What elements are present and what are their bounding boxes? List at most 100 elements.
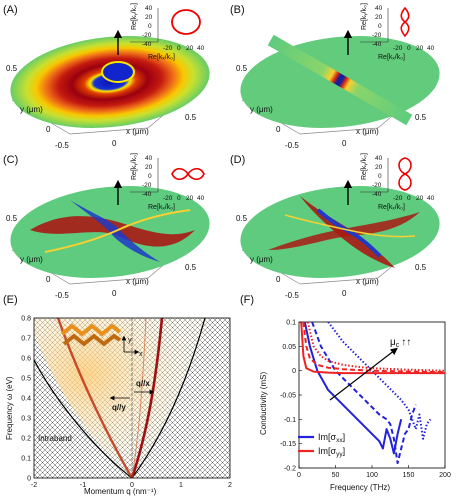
series-line-0 [303, 322, 403, 455]
axis-tick: 0 [276, 125, 281, 134]
inset-c: 40 20 0 -20 -40 -20 0 20 40 Re[kᵧ/k₀] Re… [130, 153, 205, 211]
axis-y-label: y (μm) [250, 255, 273, 264]
panel-a-letter: (A) [3, 4, 18, 16]
e-ytick: 0.6 [21, 356, 31, 363]
inset-a-ylabel: Re[kᵧ/k₀] [131, 3, 138, 30]
axis-tick: 0 [342, 289, 347, 298]
axis-y-label: y (μm) [20, 105, 43, 114]
mu-label: μc ↑↑ [390, 337, 411, 349]
legend-entry-xx: Im[σxx] [318, 432, 345, 444]
e-ytick: 0.8 [21, 316, 31, 323]
axis-y-label: y (μm) [20, 255, 43, 264]
inset-d-tick: 40 [375, 155, 383, 162]
dispersion-contour-a [171, 9, 201, 35]
e-ytick: 0.3 [21, 416, 31, 423]
series-line-1 [311, 322, 417, 465]
f-xtick: 200 [439, 472, 451, 479]
inset-b-tick: 20 [375, 14, 383, 21]
label-qy: q//y [112, 403, 126, 412]
panel-e-letter: (E) [3, 294, 18, 306]
inset-d-tick: 20 [375, 164, 383, 171]
e-ytick: 0.7 [21, 336, 31, 343]
lattice-axis-x: x [139, 351, 143, 358]
inset-b-tick: 40 [375, 5, 383, 12]
inset-b-tick: 40 [427, 45, 435, 52]
plasmon-band-qx [130, 318, 164, 478]
panel-b: (B) 40 20 0 -20 -40 -20 0 20 40 [230, 3, 440, 150]
panel-f-ylabel: Conductivity (mS) [259, 372, 268, 435]
axis-x-label: x (μm) [356, 127, 379, 136]
panel-e-ylabel: Frequency ω (eV) [5, 376, 14, 440]
dispersion-contour-b [400, 6, 410, 38]
inset-d-tick: -40 [372, 191, 382, 198]
axis-tick: 0 [276, 275, 281, 284]
inset-b-tick: 0 [378, 23, 382, 30]
f-ytick: -0.1 [284, 417, 296, 424]
label-qx: q//x [136, 379, 150, 388]
inset-a-tick: -40 [142, 41, 152, 48]
legend: Im[σxx] Im[σyy] [298, 432, 345, 458]
inset-a-tick: 20 [145, 14, 153, 21]
inset-b-tick: 0 [407, 45, 411, 52]
inset-b-tick: -20 [393, 45, 403, 52]
axis-tick: 0 [342, 139, 347, 148]
inset-c-tick: 40 [197, 195, 205, 202]
series-line-5 [306, 322, 445, 372]
panel-e-xlabel: Momentum q (nm⁻¹) [84, 487, 157, 496]
panel-c-letter: (C) [3, 154, 18, 166]
inset-c-ylabel: Re[kᵧ/k₀] [131, 153, 138, 180]
axis-tick: 0.5 [185, 263, 197, 272]
dispersion-contour-d [398, 157, 412, 191]
panel-c: (C) 40 20 0 -20 -40 -20 0 20 40 R [3, 153, 210, 300]
axis-tick: 0 [112, 289, 117, 298]
inset-b: 40 20 0 -20 -40 -20 0 20 40 Re[kᵧ/k₀] Re… [360, 3, 435, 61]
inset-c-tick: 20 [186, 195, 194, 202]
axis-tick: 0 [46, 275, 51, 284]
axis-y-label: y (μm) [250, 105, 273, 114]
inset-b-tick: -20 [372, 32, 382, 39]
inset-b-tick: 20 [416, 45, 424, 52]
panel-f-plot-area [298, 321, 446, 469]
e-xtick: 2 [228, 482, 232, 489]
e-xtick: 1 [179, 482, 183, 489]
axis-x-label: x (μm) [356, 277, 379, 286]
inset-a-tick: 20 [186, 45, 194, 52]
lattice-structure-icon [60, 323, 122, 347]
legend-entry-yy: Im[σyy] [318, 446, 345, 458]
panel-f: (F) 0.1 0.05 0 -0.05 -0.1 -0.15 -0.2 0 50 100 150… [240, 294, 451, 492]
inset-c-tick: -20 [163, 195, 173, 202]
panel-f-letter: (F) [240, 294, 254, 306]
inset-a-tick: -20 [163, 45, 173, 52]
inset-b-ylabel: Re[kᵧ/k₀] [361, 3, 368, 30]
axis-tick: 0.5 [236, 214, 248, 223]
label-intraband: Intraband [38, 434, 72, 443]
lattice-axis-y: y [128, 337, 132, 344]
dispersion-contour-c [171, 167, 205, 181]
inset-d-tick: 0 [407, 195, 411, 202]
inset-d-tick: 20 [416, 195, 424, 202]
f-xtick: 0 [297, 472, 301, 479]
f-ytick: 0.05 [282, 344, 296, 351]
trend-arrow [329, 347, 398, 401]
inset-d-xlabel: Re[kₓ/k₀] [378, 204, 405, 211]
e-xtick: -1 [80, 482, 86, 489]
f-ytick: -0.15 [280, 441, 296, 448]
f-ytick: 0 [292, 368, 296, 375]
f-xtick: 50 [332, 472, 340, 479]
inset-d-tick: 0 [378, 173, 382, 180]
inset-a: 40 20 0 -20 -40 -20 0 20 40 Re[kᵧ/k₀] Re… [130, 3, 205, 61]
axis-tick: 0 [46, 125, 51, 134]
field-map-a [10, 36, 210, 128]
panel-d: (D) 40 20 0 -20 -40 -20 0 20 40 [230, 153, 440, 300]
inset-d-ylabel: Re[kᵧ/k₀] [361, 153, 368, 180]
series-line-4 [302, 322, 445, 374]
series-line-3 [300, 322, 445, 375]
series-line-2 [327, 322, 432, 440]
axis-tick: -0.5 [285, 141, 299, 150]
inset-d-tick: -20 [372, 182, 382, 189]
inset-c-tick: 20 [145, 164, 153, 171]
inset-a-tick: -20 [142, 32, 152, 39]
e-xtick: -2 [31, 482, 37, 489]
axis-tick: 0 [112, 139, 117, 148]
e-ytick: 0.5 [21, 376, 31, 383]
